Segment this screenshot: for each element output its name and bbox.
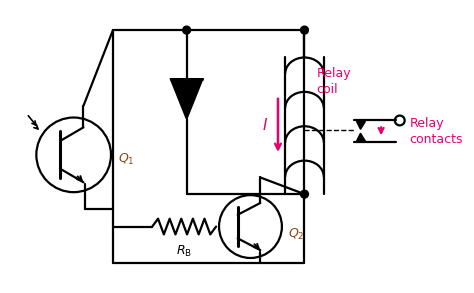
Circle shape bbox=[301, 190, 309, 198]
Circle shape bbox=[182, 26, 191, 34]
Text: $I$: $I$ bbox=[262, 117, 268, 133]
Text: Relay
contacts: Relay contacts bbox=[410, 117, 463, 146]
Circle shape bbox=[301, 26, 309, 34]
Text: Relay
coil: Relay coil bbox=[316, 67, 351, 96]
Polygon shape bbox=[356, 133, 365, 141]
Polygon shape bbox=[171, 79, 202, 118]
Polygon shape bbox=[356, 122, 365, 129]
Text: $Q_1$: $Q_1$ bbox=[118, 152, 135, 167]
Text: $Q_2$: $Q_2$ bbox=[288, 227, 304, 242]
Text: $R_\mathrm{B}$: $R_\mathrm{B}$ bbox=[176, 244, 191, 259]
